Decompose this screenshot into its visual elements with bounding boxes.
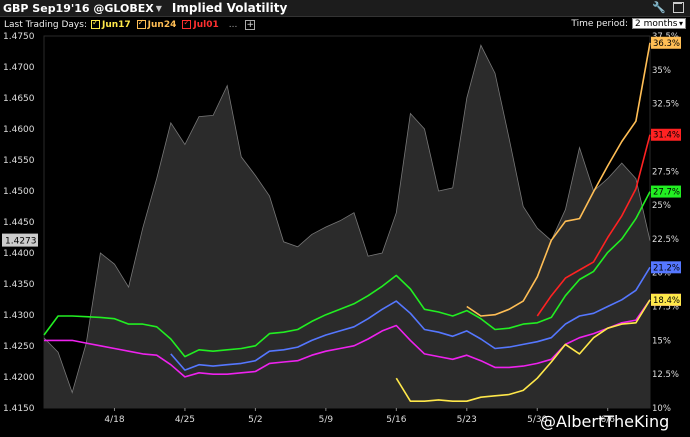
- left-axis-tick: 1.4300: [3, 311, 35, 321]
- series-last-value-box: [651, 185, 681, 198]
- right-axis-tick: 25%: [652, 201, 671, 211]
- x-axis-tick: 4/18: [104, 415, 124, 425]
- last-price-label: 1.4273: [5, 237, 37, 247]
- left-axis-tick: 1.4350: [3, 280, 35, 290]
- last-price-box: [2, 233, 38, 247]
- right-axis-tick: 15%: [652, 336, 671, 346]
- right-axis-tick: 17.5%: [652, 303, 679, 313]
- more-days-button[interactable]: ...: [228, 19, 238, 30]
- x-axis-tick: 5/23: [457, 415, 477, 425]
- checkbox-icon[interactable]: [90, 18, 100, 29]
- time-period-label: Time period:: [571, 19, 628, 29]
- left-axis-tick: 1.4200: [3, 373, 35, 383]
- chevron-down-icon: ▾: [678, 19, 683, 28]
- series-line[interactable]: [466, 42, 651, 317]
- right-axis-tick: 35%: [652, 66, 671, 76]
- left-axis-tick: 1.4550: [3, 156, 35, 166]
- legend-label: Jun17: [101, 19, 131, 30]
- watermark: @AlbertTheKing: [540, 412, 670, 431]
- x-axis-tick: 6/6: [600, 415, 615, 425]
- left-axis-tick: 1.4150: [3, 404, 35, 414]
- series-last-value-label: 18.4%: [653, 296, 680, 306]
- legend-item-jun24[interactable]: Jun24: [136, 18, 177, 30]
- series-line[interactable]: [44, 299, 651, 378]
- left-axis-tick: 1.4750: [3, 32, 35, 42]
- left-axis-tick: 1.4500: [3, 187, 35, 197]
- legend-label: Jul01: [193, 19, 219, 30]
- time-period-value: 2 months: [635, 19, 678, 29]
- last-trading-days-label: Last Trading Days:: [4, 19, 87, 30]
- series-last-value-box: [651, 36, 681, 49]
- legend-label: Jun24: [147, 19, 177, 30]
- series-last-value-label: 31.4%: [653, 131, 680, 141]
- symbol-selector[interactable]: GBP Sep19'16 @GLOBEX: [3, 1, 154, 15]
- series-line[interactable]: [536, 134, 651, 317]
- x-axis-tick: 5/30: [527, 415, 547, 425]
- legend-item-jul01[interactable]: Jul01: [182, 18, 219, 30]
- chevron-down-icon[interactable]: ▼: [155, 3, 162, 13]
- right-axis-tick: 22.5%: [652, 235, 679, 245]
- x-axis-tick: 5/2: [248, 415, 262, 425]
- add-day-button[interactable]: +: [245, 19, 256, 30]
- series-last-value-box: [651, 128, 681, 141]
- x-axis-tick: 4/25: [175, 415, 195, 425]
- left-axis-tick: 1.4600: [3, 125, 35, 135]
- x-axis-tick: 5/9: [319, 415, 334, 425]
- series-last-value-label: 21.2%: [653, 263, 680, 273]
- checkbox-icon[interactable]: [182, 18, 192, 29]
- series-last-value-box: [651, 261, 681, 274]
- right-axis-tick: 12.5%: [652, 370, 679, 380]
- legend-item-jun17[interactable]: Jun17: [90, 18, 131, 30]
- time-period-select[interactable]: 2 months ▾: [632, 18, 686, 29]
- right-axis-tick: 27.5%: [652, 167, 679, 177]
- left-axis-tick: 1.4650: [3, 94, 35, 104]
- wrench-icon[interactable]: 🔧: [652, 1, 666, 14]
- series-last-value-box: [651, 293, 681, 306]
- left-axis-tick: 1.4700: [3, 63, 35, 73]
- chart-controls: Last Trading Days: Jun17 Jun24 Jul01 ...…: [0, 17, 690, 32]
- right-axis-tick: 10%: [652, 404, 671, 414]
- series-last-value-label: 36.3%: [653, 39, 680, 49]
- series-line[interactable]: [43, 191, 651, 358]
- series-line[interactable]: [395, 299, 651, 402]
- price-line: [43, 44, 651, 394]
- right-axis-tick: 20%: [652, 269, 671, 279]
- window-maximize-icon[interactable]: [673, 2, 684, 13]
- series-line[interactable]: [170, 266, 651, 371]
- left-axis-tick: 1.4400: [3, 249, 35, 259]
- series-last-value-label: 27.7%: [653, 188, 680, 198]
- right-axis-tick: 32.5%: [652, 100, 679, 110]
- left-axis-tick: 1.4250: [3, 342, 35, 352]
- price-area: [44, 45, 650, 409]
- title-bar: GBP Sep19'16 @GLOBEX ▼ Implied Volatilit…: [0, 0, 690, 17]
- left-axis-tick: 1.4450: [3, 218, 35, 228]
- checkbox-icon[interactable]: [136, 18, 146, 29]
- x-axis-tick: 5/16: [386, 415, 406, 425]
- view-title: Implied Volatility: [171, 1, 288, 15]
